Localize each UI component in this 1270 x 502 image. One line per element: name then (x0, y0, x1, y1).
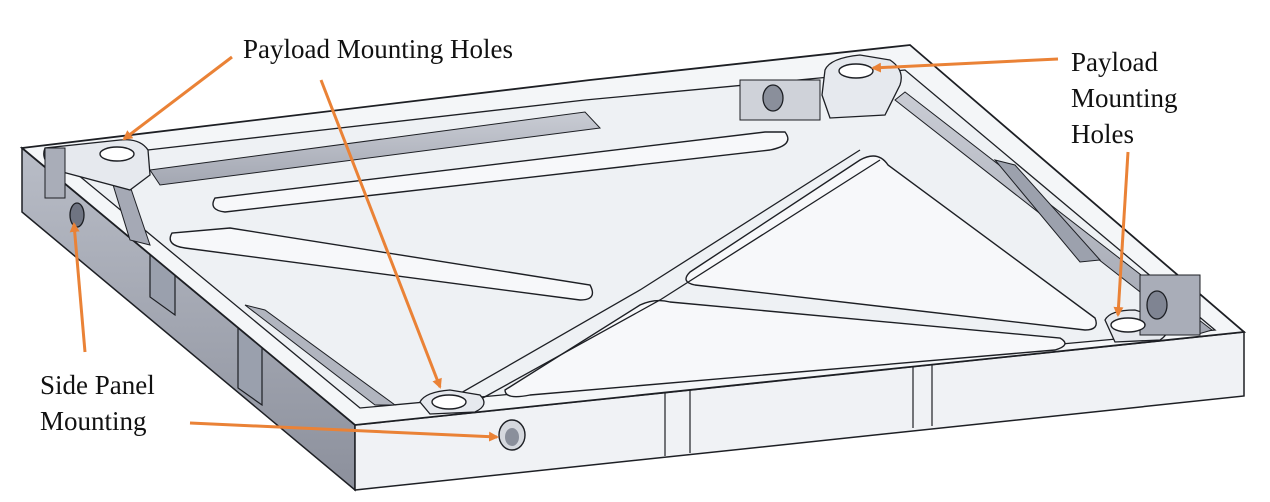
lightening-pocket-left (169, 227, 594, 301)
callout-line: Mounting (40, 406, 147, 436)
callout-line: Payload (1071, 47, 1158, 77)
hole-depth-shade (505, 428, 519, 446)
side-panel-mounting-hole (69, 202, 85, 228)
payload-boss-top-right (739, 54, 902, 121)
arrow-top-to-left-hole (122, 55, 233, 141)
payload-mounting-hole (1110, 317, 1146, 333)
callout-arrows (69, 55, 1130, 442)
side-panel-mounting-hole (762, 84, 784, 112)
callout-label: Payload Mounting Holes (243, 34, 513, 64)
arrow-right-to-top-hole (871, 57, 1059, 73)
arrow-left-to-front-hole (189, 421, 499, 442)
payload-mounting-hole (99, 146, 135, 162)
front-wall-edges (664, 363, 933, 456)
callout-side-panel-mounting: Side Panel Mounting (40, 367, 155, 439)
callout-line: Holes (1071, 119, 1134, 149)
arrow-left-to-wall-hole (69, 222, 87, 353)
lightening-pocket-bottom (504, 299, 1066, 398)
diagonal-rib (439, 149, 881, 406)
inner-wall-far-right (993, 159, 1102, 263)
callout-line: Mounting (1071, 83, 1178, 113)
callout-line: Side Panel (40, 370, 155, 400)
callout-payload-mounting-holes-right: Payload Mounting Holes (1071, 44, 1178, 152)
inner-wall-back (149, 111, 602, 186)
callout-payload-mounting-holes-top: Payload Mounting Holes (243, 31, 513, 67)
lightening-pocket-top (212, 131, 789, 213)
payload-mounting-hole (838, 63, 874, 79)
arrow-top-to-bottom-hole (319, 79, 442, 389)
payload-boss-bottom (419, 389, 485, 415)
payload-boss-right (1104, 274, 1201, 343)
arrow-right-to-right-hole (1113, 151, 1130, 317)
inner-wall-front-left (244, 304, 397, 406)
lightening-pocket-right (685, 155, 1097, 331)
payload-mounting-hole (431, 394, 467, 410)
side-panel-mounting-hole (1146, 290, 1168, 320)
